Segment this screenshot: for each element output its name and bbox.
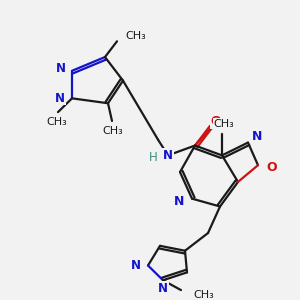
Text: CH₃: CH₃ [193, 290, 214, 300]
Text: N: N [163, 149, 173, 162]
Text: N: N [158, 282, 168, 295]
Text: N: N [56, 62, 66, 75]
Text: CH₃: CH₃ [46, 117, 68, 127]
Text: N: N [252, 130, 262, 143]
Text: N: N [131, 259, 141, 272]
Text: CH₃: CH₃ [125, 32, 146, 41]
Text: N: N [55, 92, 65, 105]
Text: CH₃: CH₃ [214, 119, 234, 129]
Text: CH₃: CH₃ [103, 126, 123, 136]
Text: N: N [174, 195, 184, 208]
Text: O: O [211, 116, 221, 128]
Text: H: H [149, 151, 158, 164]
Text: O: O [266, 161, 277, 174]
